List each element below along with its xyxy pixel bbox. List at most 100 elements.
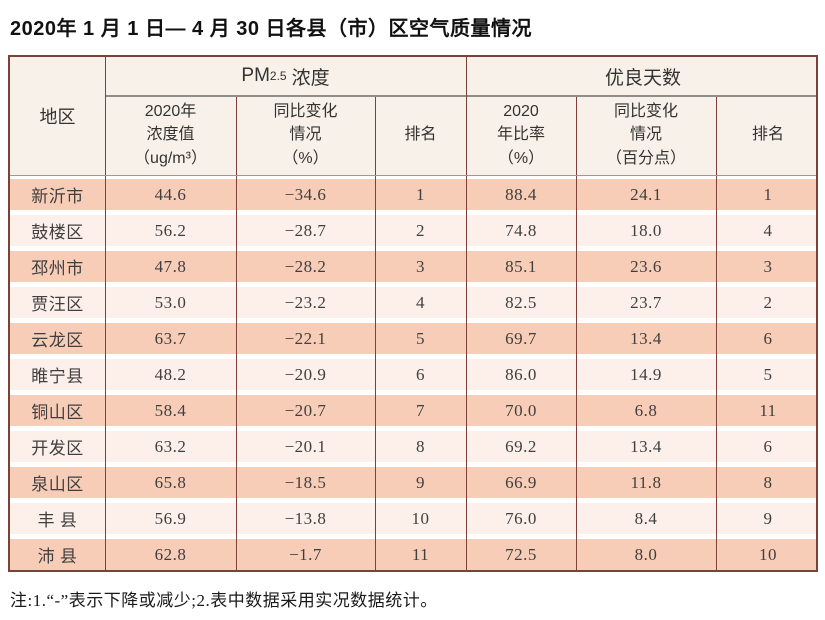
group-underline: [105, 95, 816, 97]
header-days-rank: 排名: [751, 126, 784, 144]
days-change-cell: 23.7: [630, 292, 662, 312]
column-separator: [576, 97, 577, 175]
table-body: 新沂市 44.6 −34.6 1 88.4 24.1 1 鼓楼区 56.2 −2…: [10, 176, 816, 570]
air-quality-table: 地区 PM 2.5 浓度 优良天数 2020年 浓度值 （ug/m³） 同比变化 情…: [8, 55, 818, 572]
header-region: 地区: [39, 107, 76, 127]
region-cell: 泉山区: [31, 475, 84, 494]
days-rank-cell: 8: [763, 472, 773, 492]
pm-rank-cell: 6: [416, 364, 425, 384]
column-separator: [105, 176, 106, 570]
days-rank-cell: 5: [763, 364, 773, 384]
days-change-cell: 11.8: [630, 472, 662, 492]
days-ratio-cell: 74.8: [505, 220, 537, 240]
pm-label: PM: [241, 65, 270, 86]
table-row: 鼓楼区 56.2 −28.7 2 74.8 18.0 4: [10, 215, 816, 246]
days-rank-cell: 9: [763, 508, 773, 528]
pm-value-cell: 62.8: [154, 544, 187, 564]
pm-rank-cell: 11: [411, 544, 430, 564]
pm-rank-cell: 7: [416, 400, 425, 420]
table-row: 新沂市 44.6 −34.6 1 88.4 24.1 1: [10, 179, 816, 210]
column-separator: [716, 97, 717, 175]
table-row: 开发区 63.2 −20.1 8 69.2 13.4 6: [10, 431, 816, 462]
days-ratio-cell: 76.0: [505, 508, 537, 528]
region-cell: 开发区: [31, 439, 84, 458]
table-row: 丰 县 56.9 −13.8 10 76.0 8.4 9: [10, 503, 816, 534]
days-rank-cell: 6: [763, 328, 773, 348]
pm-change-cell: −20.1: [284, 436, 327, 456]
pm-value-cell: 63.2: [154, 436, 187, 456]
days-change-cell: 23.6: [630, 256, 662, 276]
pm-rank-cell: 8: [416, 436, 425, 456]
pm-change-cell: −28.7: [284, 220, 327, 240]
column-separator: [375, 97, 376, 175]
header-group-good-days: 优良天数: [604, 67, 681, 89]
table-row: 邳州市 47.8 −28.2 3 85.1 23.6 3: [10, 251, 816, 282]
days-ratio-cell: 85.1: [505, 256, 537, 276]
column-separator: [466, 176, 467, 570]
pm-value-cell: 56.9: [154, 508, 187, 528]
table-row: 贾汪区 53.0 −23.2 4 82.5 23.7 2: [10, 287, 816, 318]
table-body-rows: 新沂市 44.6 −34.6 1 88.4 24.1 1 鼓楼区 56.2 −2…: [10, 179, 816, 570]
region-cell: 铜山区: [31, 403, 84, 422]
pm-value-cell: 47.8: [154, 256, 187, 276]
days-rank-cell: 3: [763, 256, 773, 276]
table-row: 铜山区 58.4 −20.7 7 70.0 6.8 11: [10, 395, 816, 426]
pm-rank-cell: 9: [416, 472, 425, 492]
table-row: 沛 县 62.8 −1.7 11 72.5 8.0 10: [10, 539, 816, 570]
days-change-cell: 13.4: [630, 328, 662, 348]
header-days-change: 同比变化 情况 （百分点）: [605, 103, 686, 167]
table-row: 泉山区 65.8 −18.5 9 66.9 11.8 8: [10, 467, 816, 498]
days-rank-cell: 1: [763, 184, 773, 204]
table-row: 云龙区 63.7 −22.1 5 69.7 13.4 6: [10, 323, 816, 354]
days-rank-cell: 11: [759, 400, 777, 420]
pm-value-cell: 56.2: [154, 220, 187, 240]
column-separator: [576, 176, 577, 570]
days-ratio-cell: 82.5: [505, 292, 537, 312]
pm-change-cell: −34.6: [284, 184, 327, 204]
pm-value-cell: 53.0: [154, 292, 187, 312]
pm-value-cell: 58.4: [154, 400, 187, 420]
days-change-cell: 14.9: [630, 364, 662, 384]
column-separator: [236, 97, 237, 175]
pm-value-cell: 63.7: [154, 328, 187, 348]
days-ratio-cell: 69.2: [505, 436, 537, 456]
pm-change-cell: −20.9: [284, 364, 327, 384]
days-rank-cell: 6: [763, 436, 773, 456]
header-pm-value: 2020年 浓度值 （ug/m³）: [134, 103, 207, 167]
header-pm-change: 同比变化 情况 （%）: [273, 103, 338, 167]
pm-rank-cell: 2: [416, 220, 425, 240]
column-separator: [466, 57, 467, 175]
days-change-cell: 24.1: [630, 184, 662, 204]
days-change-cell: 13.4: [630, 436, 662, 456]
days-change-cell: 8.4: [634, 508, 658, 528]
page-title: 2020年 1 月 1 日— 4 月 30 日各县（市）区空气质量情况: [10, 18, 533, 40]
days-ratio-cell: 88.4: [505, 184, 537, 204]
region-cell: 鼓楼区: [31, 223, 84, 242]
pm-rank-cell: 1: [416, 184, 425, 204]
pm-change-cell: −22.1: [284, 328, 327, 348]
region-cell: 云龙区: [31, 331, 84, 350]
pm-value-cell: 48.2: [154, 364, 187, 384]
days-ratio-cell: 72.5: [505, 544, 537, 564]
days-ratio-cell: 66.9: [505, 472, 537, 492]
pm-change-cell: −23.2: [284, 292, 327, 312]
pm-change-cell: −13.8: [284, 508, 327, 528]
pm-rank-cell: 4: [416, 292, 425, 312]
region-cell: 新沂市: [31, 187, 84, 206]
pm-change-cell: −28.2: [284, 256, 327, 276]
pm-concentration-label: 浓度: [291, 67, 330, 89]
column-separator: [716, 176, 717, 570]
region-cell: 邳州市: [31, 259, 84, 278]
region-cell: 贾汪区: [31, 295, 84, 314]
pm-change-cell: −20.7: [284, 400, 327, 420]
column-separator: [375, 176, 376, 570]
days-rank-cell: 10: [759, 544, 777, 564]
table-row: 睢宁县 48.2 −20.9 6 86.0 14.9 5: [10, 359, 816, 390]
pm-subscript: 2.5: [269, 69, 287, 83]
days-change-cell: 18.0: [630, 220, 662, 240]
column-separator: [236, 176, 237, 570]
pm-change-cell: −18.5: [284, 472, 327, 492]
footnote: 注:1.“-”表示下降或减少;2.表中数据采用实况数据统计。: [10, 591, 438, 610]
pm-value-cell: 65.8: [154, 472, 187, 492]
header-pm-rank: 排名: [404, 126, 437, 144]
